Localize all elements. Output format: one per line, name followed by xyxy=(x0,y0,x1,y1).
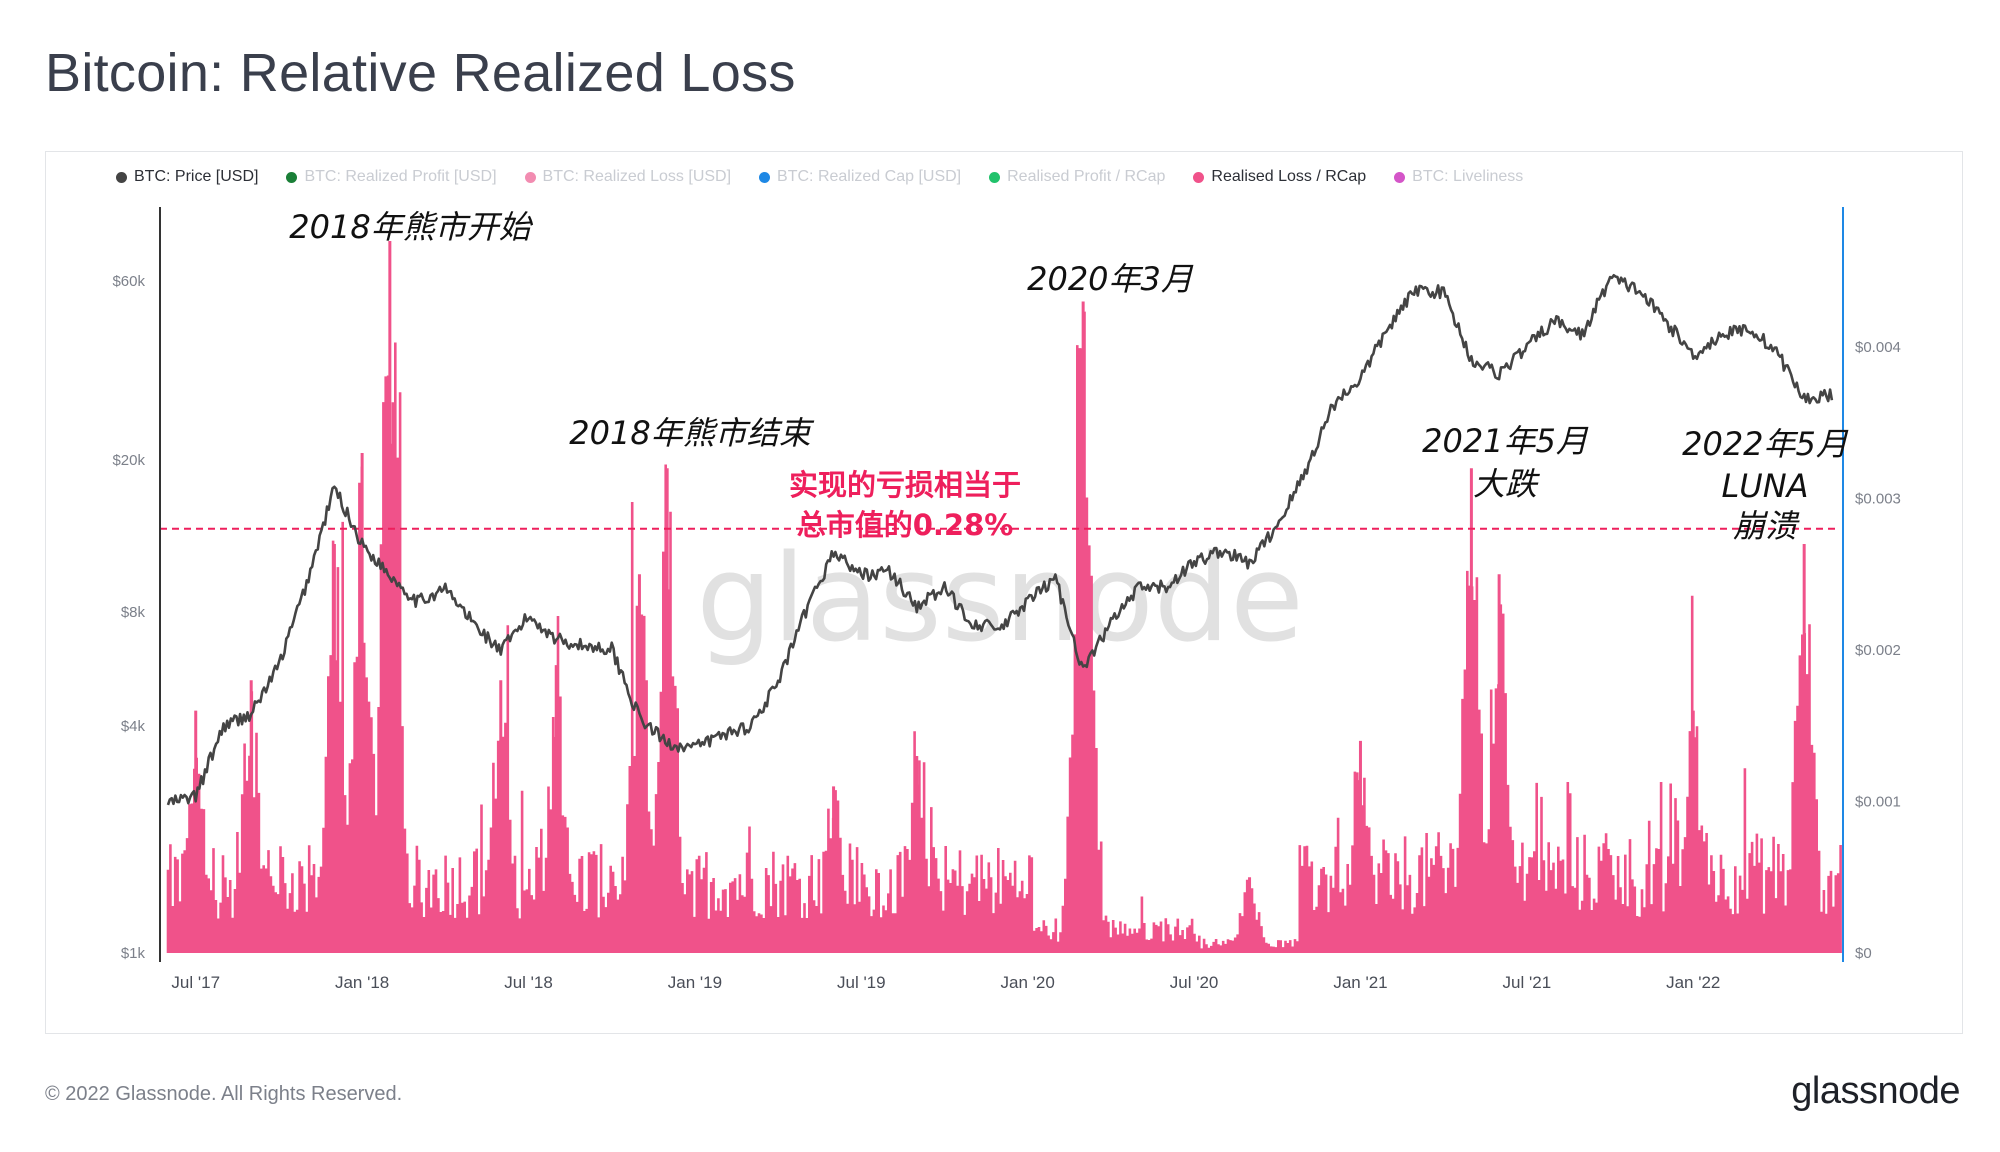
annotation-march-2020: 2020年3月 xyxy=(1027,260,1194,298)
legend-dot-icon xyxy=(524,171,536,183)
chart-frame xyxy=(45,151,1963,1034)
legend-label: BTC: Realized Loss [USD] xyxy=(542,168,732,185)
page-title: Bitcoin: Relative Realized Loss xyxy=(45,43,796,103)
x-tick-label: Jul '21 xyxy=(1503,973,1552,992)
annotation-may-2022-luna: LUNA xyxy=(1721,467,1808,505)
legend-dot-icon xyxy=(286,171,298,183)
legend-item[interactable]: BTC: Realized Cap [USD] xyxy=(759,168,961,186)
legend-item[interactable]: BTC: Price [USD] xyxy=(116,168,258,186)
x-tick-label: Jan '18 xyxy=(335,973,389,992)
legend-dot-icon xyxy=(1394,171,1406,183)
legend-label: BTC: Liveliness xyxy=(1412,168,1524,185)
y-right-tick-label: $0.003 xyxy=(1855,491,1901,508)
y-left-tick-label: $60k xyxy=(112,273,145,290)
x-tick-label: Jul '19 xyxy=(837,973,886,992)
legend-item[interactable]: Realised Loss / RCap xyxy=(1193,168,1366,186)
x-tick-label: Jan '20 xyxy=(1001,973,1055,992)
x-tick-label: Jul '18 xyxy=(504,973,553,992)
y-right-tick-label: $0.001 xyxy=(1855,794,1901,811)
legend-dot-icon xyxy=(759,171,771,183)
annotation-may-2021: 2021年5月 xyxy=(1422,422,1589,460)
legend-label: BTC: Realized Cap [USD] xyxy=(777,168,962,185)
legend-label: BTC: Price [USD] xyxy=(134,168,259,185)
y-left-tick-label: $4k xyxy=(121,718,146,735)
annotation-bear-end: 2018年熊市结束 xyxy=(569,414,814,452)
y-right-tick-label: $0 xyxy=(1855,945,1872,962)
annotation-may-2022: 2022年5月 xyxy=(1682,425,1849,463)
legend-item[interactable]: BTC: Realized Profit [USD] xyxy=(286,168,497,186)
legend-item[interactable]: Realised Profit / RCap xyxy=(989,168,1165,186)
legend-label: Realised Loss / RCap xyxy=(1211,168,1367,185)
y-left-tick-label: $20k xyxy=(112,452,145,469)
y-right-tick-label: $0.002 xyxy=(1855,642,1901,659)
loss-bars xyxy=(166,311,1842,953)
y-right-tick-label: $0.004 xyxy=(1855,339,1901,356)
legend-item[interactable]: BTC: Realized Loss [USD] xyxy=(524,168,732,186)
legend-label: Realised Profit / RCap xyxy=(1007,168,1166,185)
annotation-threshold-line2: 总市值的0.28% xyxy=(797,508,1014,542)
x-tick-label: Jan '22 xyxy=(1666,973,1720,992)
glassnode-logo: glassnode xyxy=(1791,1070,1960,1112)
x-tick-label: Jul '17 xyxy=(171,973,220,992)
annotation-bear-start: 2018年熊市开始 xyxy=(289,208,533,246)
annotation-may-2021-crash: 大跌 xyxy=(1473,465,1540,503)
x-tick-label: Jul '20 xyxy=(1170,973,1219,992)
x-tick-label: Jan '19 xyxy=(668,973,722,992)
legend-dot-icon xyxy=(116,171,127,183)
legend-label: BTC: Realized Profit [USD] xyxy=(304,168,497,185)
chart-legend: BTC: Price [USD] BTC: Realized Profit [US… xyxy=(116,168,1551,186)
y-left-tick-label: $8k xyxy=(121,604,146,621)
footer-copyright: © 2022 Glassnode. All Rights Reserved. xyxy=(45,1083,403,1105)
legend-item[interactable]: BTC: Liveliness xyxy=(1394,168,1523,186)
price-line xyxy=(166,274,1834,806)
annotation-may-2022-collapse: 崩溃 xyxy=(1733,507,1800,545)
legend-dot-icon xyxy=(989,171,1001,183)
legend-dot-icon xyxy=(1193,171,1205,183)
x-tick-label: Jan '21 xyxy=(1333,973,1387,992)
y-left-tick-label: $1k xyxy=(121,945,146,962)
annotation-threshold-line1: 实现的亏损相当于 xyxy=(789,468,1021,502)
